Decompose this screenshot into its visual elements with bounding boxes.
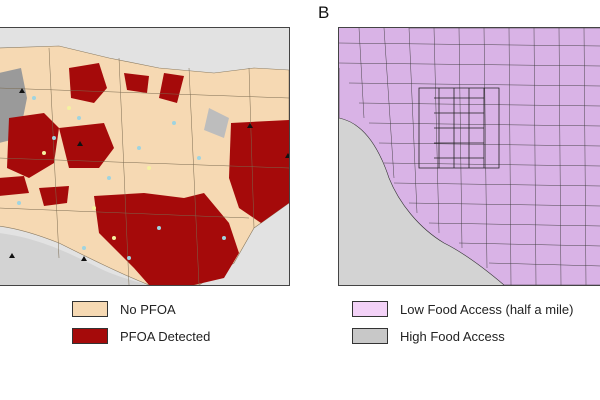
legend-item-low-food-access: Low Food Access (half a mile) [352,301,573,317]
panel-label-b: B [318,3,330,22]
pfoa-region [0,176,29,196]
gray-area-east [204,108,229,138]
ocean [0,233,149,285]
legend-swatch-pfoa-detected [72,328,108,344]
pfoa-region [69,63,107,103]
tract-lines [339,28,600,285]
tract-lines [0,47,289,285]
low-food-access-region [339,28,409,68]
legend-item-no-pfoa: No PFOA [72,301,176,317]
legend-label-no-pfoa: No PFOA [120,301,176,317]
legend-label-pfoa-detected: PFOA Detected [120,328,211,344]
pfoa-region [7,113,59,178]
food-access-map [338,27,600,286]
pfoa-region [159,73,184,103]
pfoa-map [0,27,290,286]
pfoa-region [39,186,69,206]
legend-swatch-high-food-access [352,328,388,344]
legend-swatch-no-pfoa [72,301,108,317]
legend-swatch-low-food-access [352,301,388,317]
legend-label-low-food-access: Low Food Access (half a mile) [400,301,574,317]
dense-tract-core [418,87,500,169]
legend-item-pfoa-detected: PFOA Detected [72,328,210,344]
legend-label-high-food-access: High Food Access [400,328,505,344]
legend-item-high-food-access: High Food Access [352,328,505,344]
pfoa-region [229,120,289,223]
site-dots-yellow [42,106,151,240]
pfoa-region [124,73,149,93]
low-food-access-region [339,28,600,285]
pfoa-region [59,123,114,168]
site-dots [17,96,226,260]
site-triangles [9,88,289,261]
